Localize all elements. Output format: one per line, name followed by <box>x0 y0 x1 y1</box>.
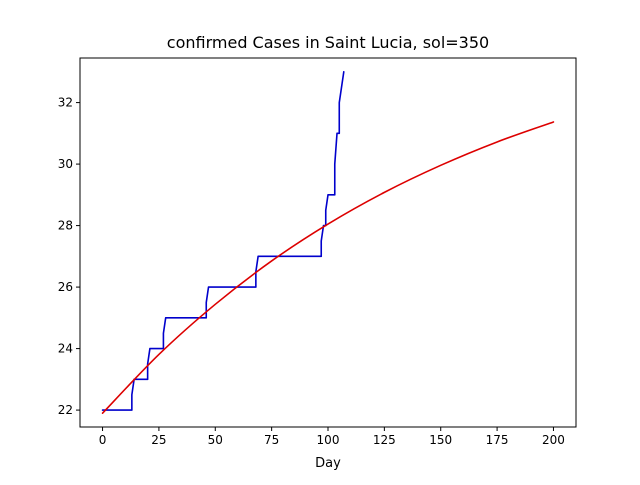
x-tick-label: 50 <box>208 433 223 447</box>
x-tick-label: 0 <box>99 433 107 447</box>
y-tick-label: 32 <box>58 96 73 110</box>
plot-area-frame <box>79 57 577 428</box>
y-tick-label: 26 <box>58 280 73 294</box>
series-line-0 <box>101 71 345 411</box>
series-line-1 <box>101 121 555 414</box>
series-layer <box>101 71 555 414</box>
x-tick-label: 25 <box>151 433 166 447</box>
x-tick-label: 75 <box>264 433 279 447</box>
x-axis-ticks: 0 25 50 75 100 125 150 175 200 <box>99 427 565 447</box>
x-tick-label: 175 <box>486 433 509 447</box>
y-tick-label: 28 <box>58 219 73 233</box>
x-tick-label: 100 <box>317 433 340 447</box>
y-axis-ticks: 22 24 26 28 30 32 <box>58 96 80 417</box>
y-tick-label: 22 <box>58 403 73 417</box>
y-tick-label: 30 <box>58 157 73 171</box>
y-tick-label: 24 <box>58 342 73 356</box>
chart-title: confirmed Cases in Saint Lucia, sol=350 <box>167 33 489 52</box>
x-tick-label: 125 <box>373 433 396 447</box>
x-tick-label: 200 <box>542 433 565 447</box>
x-axis-label: Day <box>315 456 341 471</box>
x-tick-label: 150 <box>429 433 452 447</box>
